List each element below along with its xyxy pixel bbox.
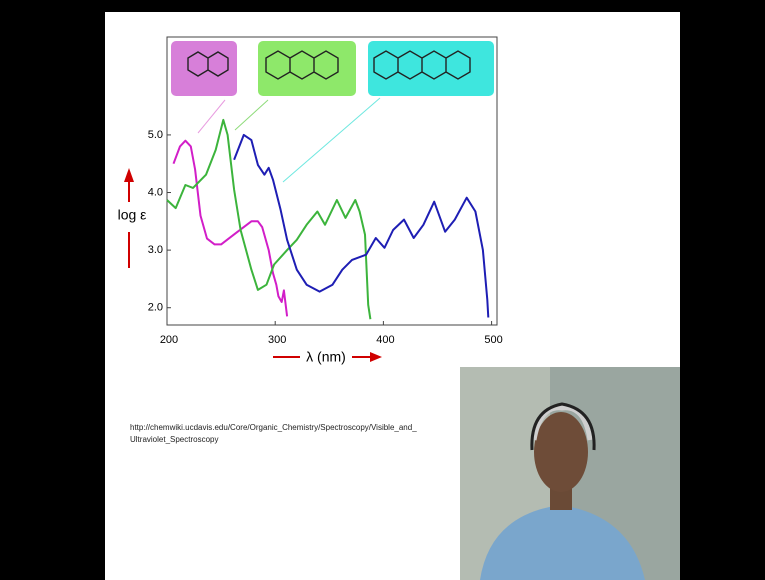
x-axis-label: λ (nm) [306, 349, 346, 365]
x-tick-label: 300 [268, 334, 286, 346]
x-tick-label: 400 [376, 334, 394, 346]
screen: log ε λ (nm) http://chemwiki.ucdavis.edu… [0, 0, 765, 580]
face [534, 412, 588, 492]
x-tick-label: 500 [484, 334, 502, 346]
source-note: Ultraviolet_Spectroscopy [130, 435, 218, 444]
x-tick-label: 200 [160, 334, 178, 346]
webcam [460, 367, 680, 580]
y-tick-label: 5.0 [148, 129, 163, 141]
source-note: http://chemwiki.ucdavis.edu/Core/Organic… [130, 423, 417, 432]
tetracene-box [368, 41, 494, 96]
y-tick-label: 4.0 [148, 186, 163, 198]
naphthalene-box [171, 41, 237, 96]
y-tick-label: 2.0 [148, 302, 163, 314]
structures [171, 41, 494, 96]
y-axis-label: log ε [118, 207, 147, 223]
page: {"chart_data": { "type": "line", "xlabel… [0, 0, 765, 580]
y-tick-label: 3.0 [148, 244, 163, 256]
anthracene-box [258, 41, 356, 96]
